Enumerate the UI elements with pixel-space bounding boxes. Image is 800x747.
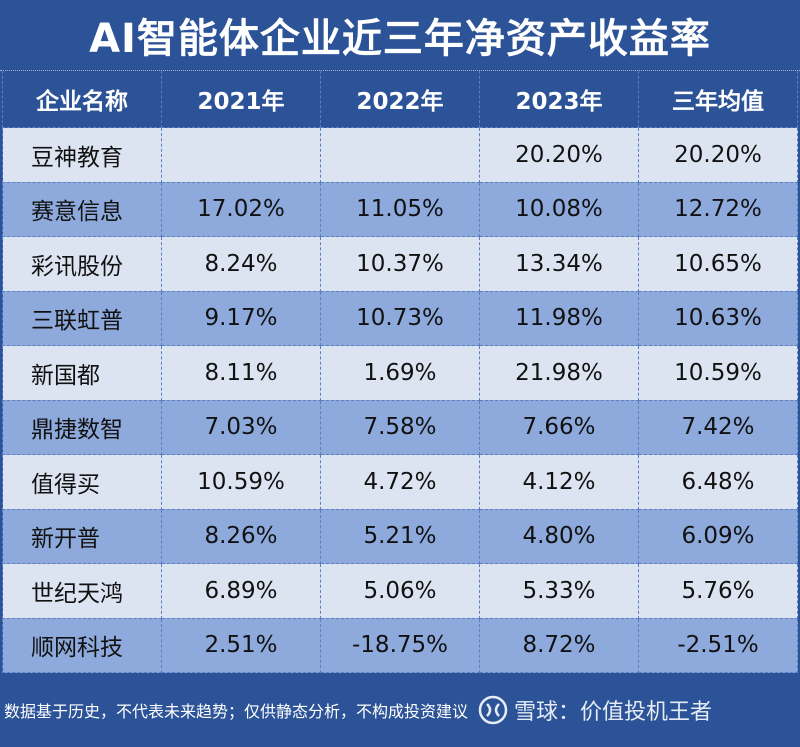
table-row: 世纪天鸿 6.89% 5.06% 5.33% 5.76% bbox=[2, 563, 798, 619]
roe-avg: 20.20% bbox=[638, 127, 798, 183]
brand-text: 雪球：价值投机王者 bbox=[514, 700, 713, 725]
roe-2023: 4.12% bbox=[479, 454, 639, 510]
table-row: 鼎捷数智 7.03% 7.58% 7.66% 7.42% bbox=[2, 399, 798, 455]
roe-2023: 11.98% bbox=[479, 290, 639, 346]
header-2022: 2022年 bbox=[320, 71, 480, 128]
roe-2023: 13.34% bbox=[479, 236, 639, 292]
roe-2023: 10.08% bbox=[479, 181, 639, 237]
roe-avg: 7.42% bbox=[638, 399, 798, 455]
table-row: 新开普 8.26% 5.21% 4.80% 6.09% bbox=[2, 508, 798, 564]
table-row: 顺网科技 2.51% -18.75% 8.72% -2.51% bbox=[2, 617, 798, 673]
roe-2022 bbox=[320, 127, 480, 183]
roe-avg: 5.76% bbox=[638, 563, 798, 619]
roe-avg: 10.63% bbox=[638, 290, 798, 346]
footer: 数据基于历史，不代表未来趋势；仅供静态分析，不构成投资建议 雪球：价值投机王者 bbox=[0, 690, 800, 730]
company-name: 三联虹普 bbox=[2, 290, 162, 346]
watermark: 雪球：价值投机王者 bbox=[478, 694, 712, 726]
company-name: 新国都 bbox=[2, 345, 162, 401]
page-title: AI智能体企业近三年净资产收益率 bbox=[0, 0, 800, 71]
table-row: 彩讯股份 8.24% 10.37% 13.34% 10.65% bbox=[2, 236, 798, 292]
roe-2021: 7.03% bbox=[161, 399, 321, 455]
roe-avg: 6.48% bbox=[638, 454, 798, 510]
roe-2021: 17.02% bbox=[161, 181, 321, 237]
xueqiu-logo-icon bbox=[478, 695, 508, 725]
table-row: 三联虹普 9.17% 10.73% 11.98% 10.63% bbox=[2, 290, 798, 346]
roe-2022: 7.58% bbox=[320, 399, 480, 455]
roe-2022: -18.75% bbox=[320, 617, 480, 673]
company-name: 豆神教育 bbox=[2, 127, 162, 183]
roe-2023: 21.98% bbox=[479, 345, 639, 401]
company-name: 彩讯股份 bbox=[2, 236, 162, 292]
table-row: 赛意信息 17.02% 11.05% 10.08% 12.72% bbox=[2, 181, 798, 237]
roe-2023: 20.20% bbox=[479, 127, 639, 183]
roe-2021: 10.59% bbox=[161, 454, 321, 510]
roe-2021: 6.89% bbox=[161, 563, 321, 619]
roe-2023: 5.33% bbox=[479, 563, 639, 619]
roe-2023: 7.66% bbox=[479, 399, 639, 455]
roe-2022: 11.05% bbox=[320, 181, 480, 237]
table-header-row: 企业名称 2021年 2022年 2023年 三年均值 bbox=[2, 71, 798, 128]
header-2023: 2023年 bbox=[479, 71, 639, 128]
company-name: 新开普 bbox=[2, 508, 162, 564]
roe-2021 bbox=[161, 127, 321, 183]
roe-avg: -2.51% bbox=[638, 617, 798, 673]
roe-avg: 10.59% bbox=[638, 345, 798, 401]
disclaimer-text: 数据基于历史，不代表未来趋势；仅供静态分析，不构成投资建议 bbox=[4, 702, 469, 721]
header-avg: 三年均值 bbox=[638, 71, 798, 128]
company-name: 值得买 bbox=[2, 454, 162, 510]
roe-2022: 1.69% bbox=[320, 345, 480, 401]
roe-2021: 8.24% bbox=[161, 236, 321, 292]
roe-2023: 8.72% bbox=[479, 617, 639, 673]
header-2021: 2021年 bbox=[161, 71, 321, 128]
roe-2022: 5.21% bbox=[320, 508, 480, 564]
table-row: 值得买 10.59% 4.72% 4.12% 6.48% bbox=[2, 454, 798, 510]
roe-2021: 8.11% bbox=[161, 345, 321, 401]
roe-2021: 8.26% bbox=[161, 508, 321, 564]
roe-2022: 10.37% bbox=[320, 236, 480, 292]
header-company: 企业名称 bbox=[2, 71, 162, 128]
roe-2022: 10.73% bbox=[320, 290, 480, 346]
table-row: 新国都 8.11% 1.69% 21.98% 10.59% bbox=[2, 345, 798, 401]
roe-avg: 12.72% bbox=[638, 181, 798, 237]
company-name: 鼎捷数智 bbox=[2, 399, 162, 455]
roe-2022: 5.06% bbox=[320, 563, 480, 619]
company-name: 赛意信息 bbox=[2, 181, 162, 237]
roe-2021: 9.17% bbox=[161, 290, 321, 346]
roe-table: 企业名称 2021年 2022年 2023年 三年均值 豆神教育 20.20% … bbox=[2, 71, 798, 673]
roe-avg: 10.65% bbox=[638, 236, 798, 292]
roe-2023: 4.80% bbox=[479, 508, 639, 564]
roe-2021: 2.51% bbox=[161, 617, 321, 673]
roe-avg: 6.09% bbox=[638, 508, 798, 564]
roe-2022: 4.72% bbox=[320, 454, 480, 510]
company-name: 世纪天鸿 bbox=[2, 563, 162, 619]
company-name: 顺网科技 bbox=[2, 617, 162, 673]
table-row: 豆神教育 20.20% 20.20% bbox=[2, 127, 798, 183]
